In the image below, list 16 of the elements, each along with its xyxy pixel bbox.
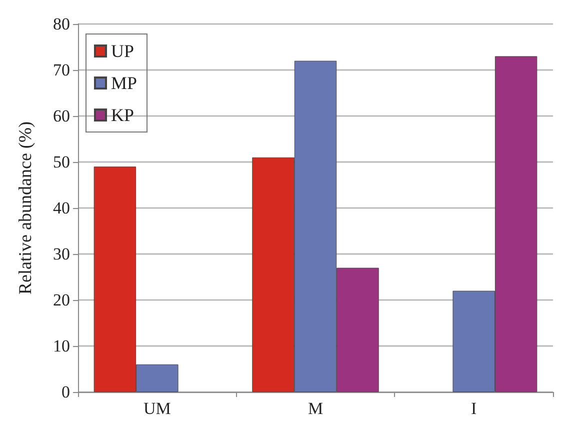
y-tick-label: 20 [53,290,70,310]
y-tick-label: 30 [53,244,70,264]
y-tick-label: 10 [53,336,70,356]
x-tick-label: UM [143,399,171,418]
y-tick-label: 60 [53,106,70,126]
legend-label: UP [111,41,134,61]
legend-label: MP [111,73,138,93]
y-tick-label: 0 [62,382,70,402]
x-tick-label: I [470,399,477,418]
y-tick-label: 80 [53,14,70,34]
y-tick-label: 40 [53,198,70,218]
y-tick-label: 50 [53,152,70,172]
y-axis-title: Relative abundance (%) [15,122,35,294]
legend-label: KP [111,105,134,125]
y-tick-label: 70 [53,60,70,80]
x-tick-label: M [308,399,324,418]
